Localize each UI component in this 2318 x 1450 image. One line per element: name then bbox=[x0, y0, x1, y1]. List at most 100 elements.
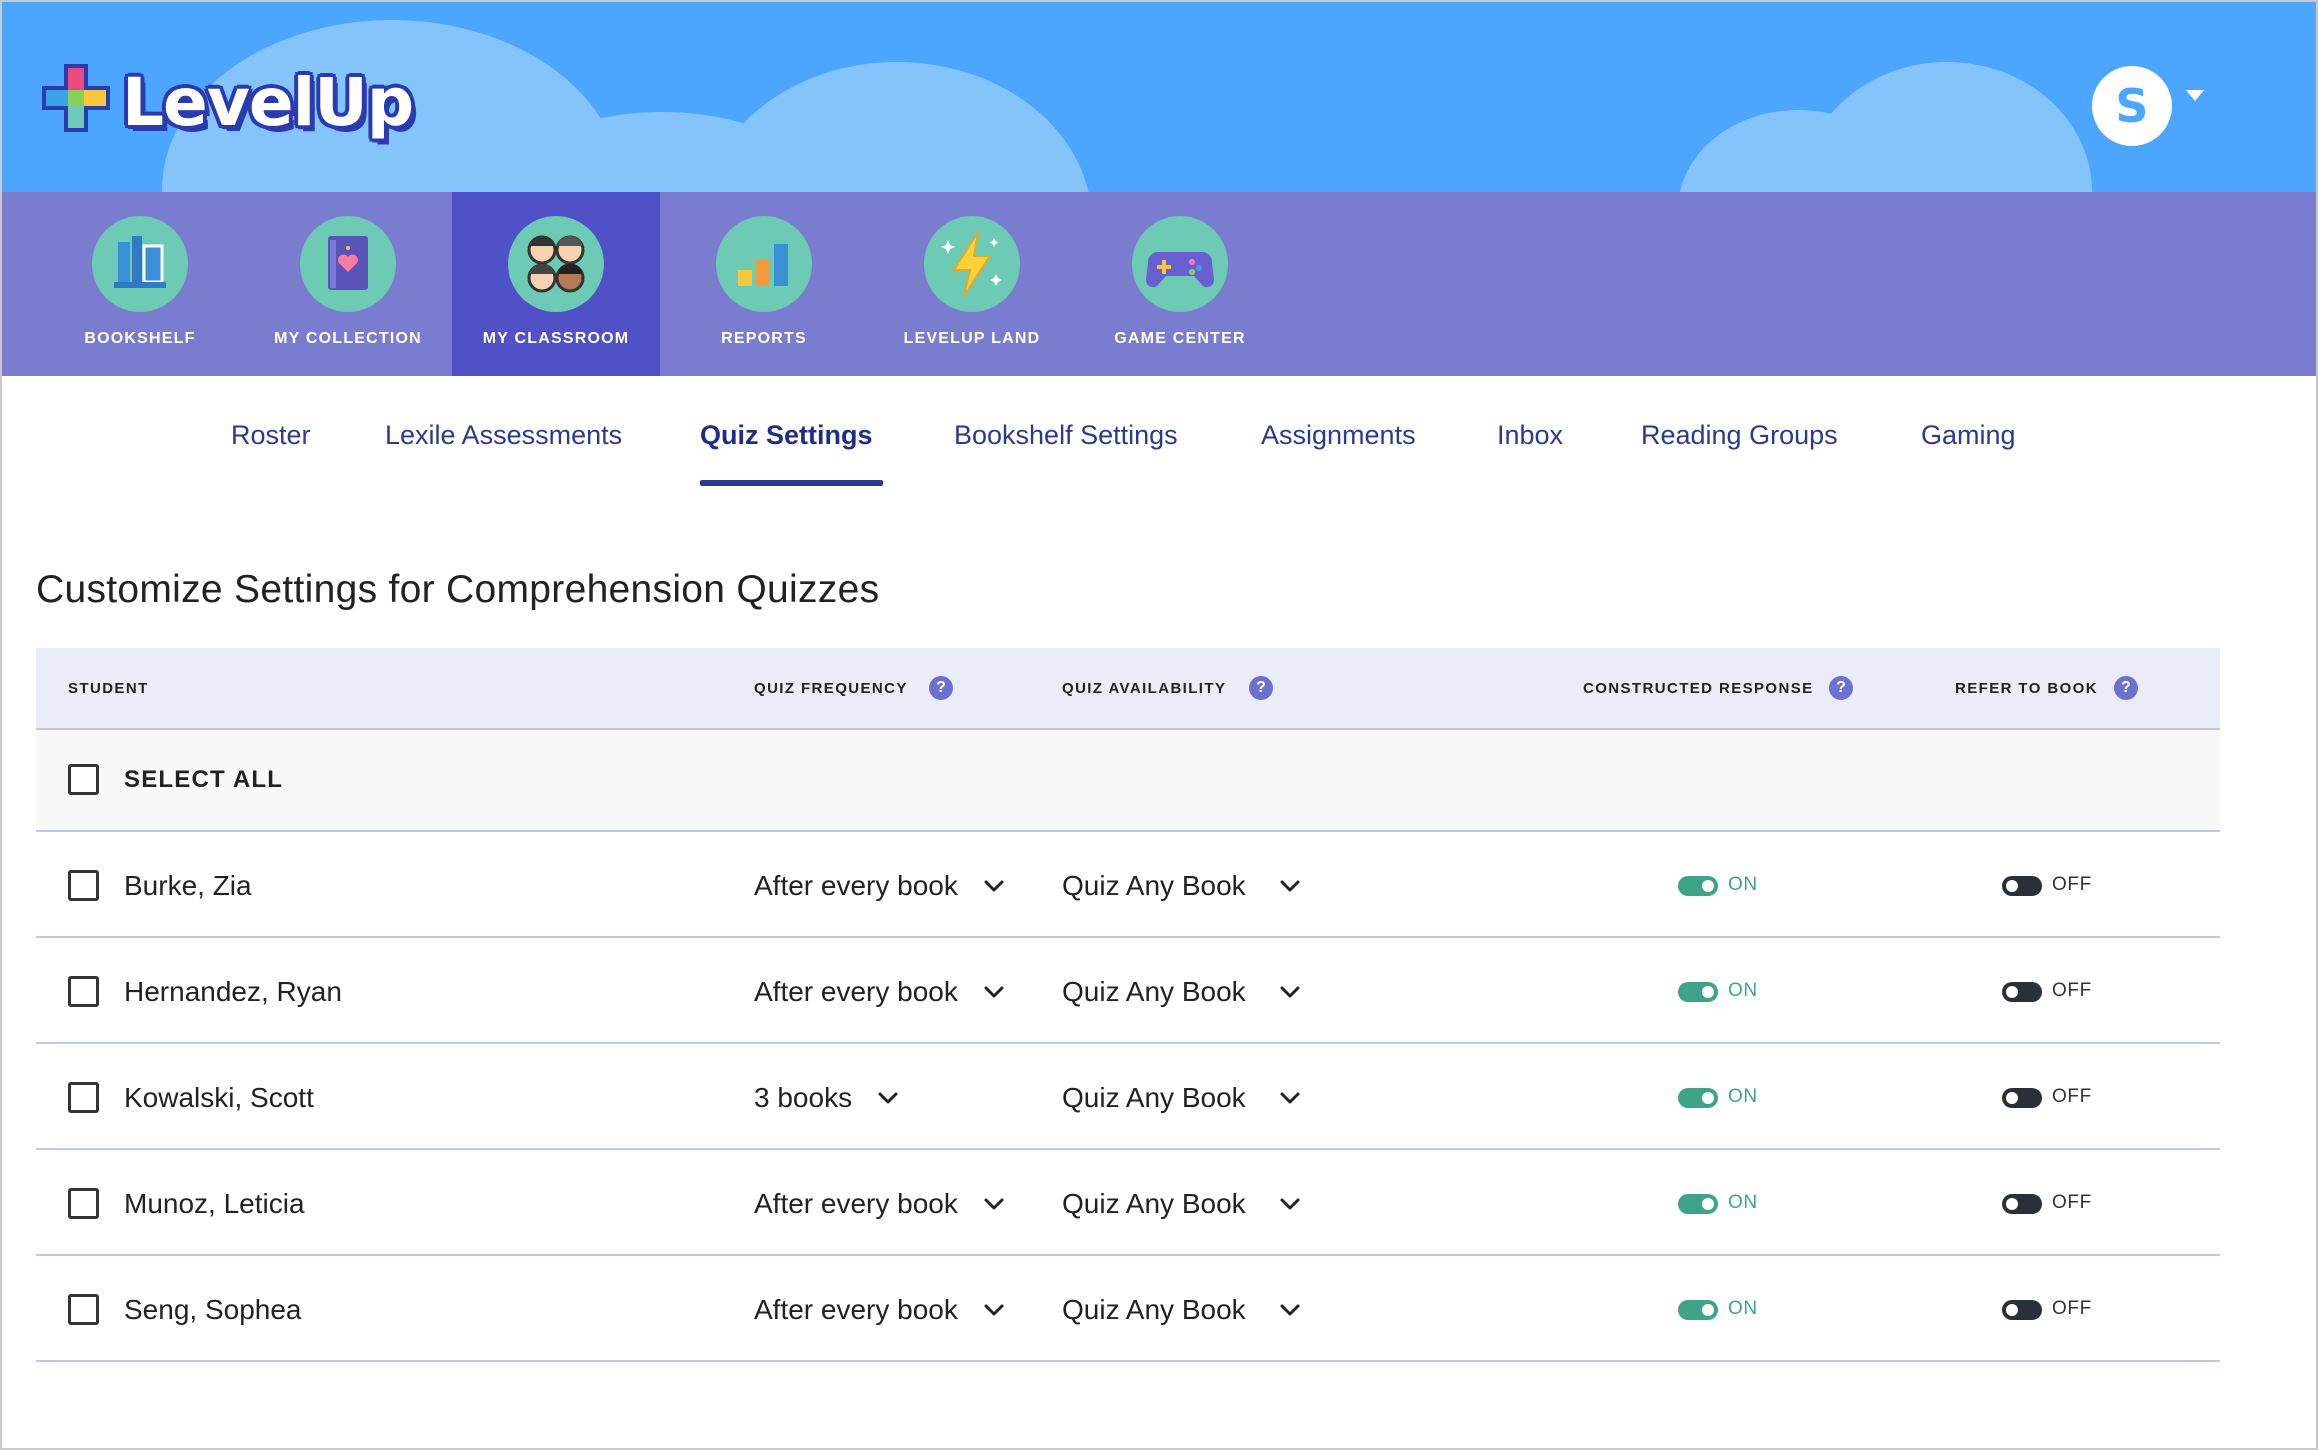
tab-roster[interactable]: Roster bbox=[231, 420, 311, 450]
tab-assignments[interactable]: Assignments bbox=[1261, 420, 1416, 450]
students-icon bbox=[508, 216, 604, 312]
toggle-knob bbox=[1702, 1304, 1714, 1316]
quiz-frequency-dropdown[interactable]: After every book bbox=[754, 1188, 958, 1220]
chevron-down-icon[interactable] bbox=[982, 874, 1006, 898]
student-checkbox[interactable] bbox=[68, 1082, 99, 1113]
refer-to-book-toggle[interactable] bbox=[2002, 982, 2042, 1002]
quiz-frequency-value: After every book bbox=[754, 976, 958, 1007]
student-name: Kowalski, Scott bbox=[124, 1082, 314, 1113]
table-row: Burke, Zia After every book Quiz Any Boo… bbox=[36, 832, 2220, 938]
nav-item-levelup-land[interactable]: LEVELUP LAND bbox=[868, 192, 1076, 376]
logo-text: LevelUp bbox=[122, 64, 414, 141]
quiz-availability-value: Quiz Any Book bbox=[1062, 1294, 1246, 1325]
quiz-availability-dropdown[interactable]: Quiz Any Book bbox=[1062, 1294, 1246, 1326]
refer-to-book-toggle[interactable] bbox=[2002, 1088, 2042, 1108]
nav-label: MY COLLECTION bbox=[274, 330, 422, 347]
quiz-frequency-value: After every book bbox=[754, 870, 958, 901]
gamepad-icon bbox=[1132, 216, 1228, 312]
chevron-down-icon[interactable] bbox=[1278, 874, 1302, 898]
tab-inbox[interactable]: Inbox bbox=[1497, 420, 1564, 450]
table-header: STUDENT QUIZ FREQUENCY ? QUIZ AVAILABILI… bbox=[36, 648, 2220, 730]
refer-to-book-toggle[interactable] bbox=[2002, 1194, 2042, 1214]
nav-label: BOOKSHELF bbox=[84, 330, 196, 347]
toggle-knob bbox=[1702, 880, 1714, 892]
quiz-frequency-dropdown[interactable]: After every book bbox=[754, 870, 958, 902]
header-quiz-frequency: QUIZ FREQUENCY bbox=[754, 680, 908, 697]
tab-lexile-assessments[interactable]: Lexile Assessments bbox=[385, 420, 623, 450]
select-all-checkbox[interactable] bbox=[68, 764, 99, 795]
toggle-knob bbox=[2006, 1304, 2018, 1316]
logo-plus-icon bbox=[42, 64, 110, 132]
quiz-frequency-dropdown[interactable]: 3 books bbox=[754, 1082, 852, 1114]
constructed-response-toggle[interactable] bbox=[1678, 1194, 1718, 1214]
quiz-frequency-value: After every book bbox=[754, 1294, 958, 1325]
nav-label: GAME CENTER bbox=[1114, 330, 1246, 347]
chevron-down-icon[interactable] bbox=[2186, 90, 2204, 101]
refer-to-book-toggle[interactable] bbox=[2002, 1300, 2042, 1320]
user-avatar[interactable]: S bbox=[2092, 66, 2172, 146]
quiz-availability-dropdown[interactable]: Quiz Any Book bbox=[1062, 870, 1246, 902]
constructed-response-status: ON bbox=[1728, 874, 1758, 895]
help-icon[interactable]: ? bbox=[1249, 676, 1273, 700]
refer-to-book-toggle[interactable] bbox=[2002, 876, 2042, 896]
chevron-down-icon[interactable] bbox=[1278, 980, 1302, 1004]
quiz-frequency-value: After every book bbox=[754, 1188, 958, 1219]
toggle-knob bbox=[1702, 986, 1714, 998]
quiz-availability-value: Quiz Any Book bbox=[1062, 976, 1246, 1007]
tab-bookshelf-settings[interactable]: Bookshelf Settings bbox=[954, 420, 1178, 450]
toggle-knob bbox=[2006, 1092, 2018, 1104]
levelup-logo[interactable]: LevelUp bbox=[38, 60, 414, 160]
student-checkbox[interactable] bbox=[68, 1188, 99, 1219]
chevron-down-icon[interactable] bbox=[982, 1298, 1006, 1322]
quiz-availability-dropdown[interactable]: Quiz Any Book bbox=[1062, 1082, 1246, 1114]
quiz-frequency-dropdown[interactable]: After every book bbox=[754, 1294, 958, 1326]
help-icon[interactable]: ? bbox=[1829, 676, 1853, 700]
toggle-knob bbox=[2006, 986, 2018, 998]
nav-item-my-classroom[interactable]: MY CLASSROOM bbox=[452, 192, 660, 376]
constructed-response-toggle[interactable] bbox=[1678, 1300, 1718, 1320]
constructed-response-status: ON bbox=[1728, 980, 1758, 1001]
constructed-response-toggle[interactable] bbox=[1678, 876, 1718, 896]
nav-label: REPORTS bbox=[721, 330, 807, 347]
chevron-down-icon[interactable] bbox=[1278, 1086, 1302, 1110]
main-nav: BOOKSHELF MY COLLECTION bbox=[2, 192, 2316, 376]
tab-quiz-settings[interactable]: Quiz Settings bbox=[700, 420, 873, 450]
constructed-response-toggle[interactable] bbox=[1678, 982, 1718, 1002]
table-row: Hernandez, Ryan After every book Quiz An… bbox=[36, 938, 2220, 1044]
quiz-frequency-dropdown[interactable]: After every book bbox=[754, 976, 958, 1008]
tab-gaming[interactable]: Gaming bbox=[1921, 420, 2016, 450]
tab-reading-groups[interactable]: Reading Groups bbox=[1641, 420, 1838, 450]
quiz-availability-value: Quiz Any Book bbox=[1062, 870, 1246, 901]
chevron-down-icon[interactable] bbox=[982, 1192, 1006, 1216]
nav-item-bookshelf[interactable]: BOOKSHELF bbox=[36, 192, 244, 376]
refer-to-book-status: OFF bbox=[2052, 874, 2092, 895]
chevron-down-icon[interactable] bbox=[982, 980, 1006, 1004]
constructed-response-status: ON bbox=[1728, 1298, 1758, 1319]
chevron-down-icon[interactable] bbox=[876, 1086, 900, 1110]
student-checkbox[interactable] bbox=[68, 1294, 99, 1325]
book-heart-icon bbox=[300, 216, 396, 312]
nav-item-game-center[interactable]: GAME CENTER bbox=[1076, 192, 1284, 376]
header-student: STUDENT bbox=[68, 680, 149, 697]
student-checkbox[interactable] bbox=[68, 976, 99, 1007]
help-icon[interactable]: ? bbox=[929, 676, 953, 700]
chevron-down-icon[interactable] bbox=[1278, 1192, 1302, 1216]
table-row: Munoz, Leticia After every book Quiz Any… bbox=[36, 1150, 2220, 1256]
header-quiz-availability: QUIZ AVAILABILITY bbox=[1062, 680, 1227, 697]
select-all-row: SELECT ALL bbox=[36, 730, 2220, 832]
toggle-knob bbox=[2006, 1198, 2018, 1210]
chevron-down-icon[interactable] bbox=[1278, 1298, 1302, 1322]
help-icon[interactable]: ? bbox=[2114, 676, 2138, 700]
constructed-response-status: ON bbox=[1728, 1192, 1758, 1213]
page-title: Customize Settings for Comprehension Qui… bbox=[36, 568, 880, 611]
student-checkbox[interactable] bbox=[68, 870, 99, 901]
nav-item-reports[interactable]: REPORTS bbox=[660, 192, 868, 376]
quiz-settings-table: STUDENT QUIZ FREQUENCY ? QUIZ AVAILABILI… bbox=[36, 648, 2220, 1362]
refer-to-book-status: OFF bbox=[2052, 980, 2092, 1001]
constructed-response-status: ON bbox=[1728, 1086, 1758, 1107]
quiz-availability-dropdown[interactable]: Quiz Any Book bbox=[1062, 1188, 1246, 1220]
nav-item-my-collection[interactable]: MY COLLECTION bbox=[244, 192, 452, 376]
toggle-knob bbox=[1702, 1198, 1714, 1210]
constructed-response-toggle[interactable] bbox=[1678, 1088, 1718, 1108]
quiz-availability-dropdown[interactable]: Quiz Any Book bbox=[1062, 976, 1246, 1008]
